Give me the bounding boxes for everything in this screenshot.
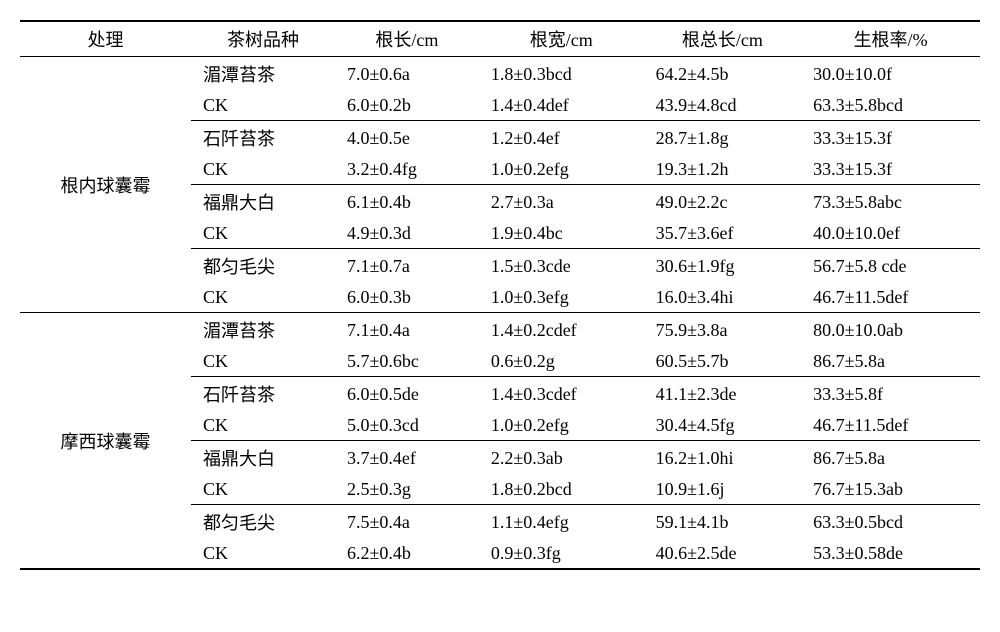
header-rooting-rate: 生根率/% — [801, 21, 980, 57]
total-root-length-cell: 19.3±1.2h — [644, 155, 802, 185]
data-table: 处理 茶树品种 根长/cm 根宽/cm 根总长/cm 生根率/% 根内球囊霉湄潭… — [20, 20, 980, 570]
variety-cell: CK — [191, 475, 335, 505]
root-width-cell: 1.0±0.2efg — [479, 411, 644, 441]
header-variety: 茶树品种 — [191, 21, 335, 57]
root-length-cell: 3.7±0.4ef — [335, 441, 479, 476]
root-length-cell: 7.1±0.4a — [335, 313, 479, 348]
root-width-cell: 0.9±0.3fg — [479, 539, 644, 569]
variety-cell: CK — [191, 155, 335, 185]
total-root-length-cell: 16.0±3.4hi — [644, 283, 802, 313]
variety-cell: CK — [191, 347, 335, 377]
variety-cell: CK — [191, 283, 335, 313]
root-length-cell: 6.1±0.4b — [335, 185, 479, 220]
total-root-length-cell: 60.5±5.7b — [644, 347, 802, 377]
total-root-length-cell: 49.0±2.2c — [644, 185, 802, 220]
root-width-cell: 1.9±0.4bc — [479, 219, 644, 249]
variety-cell: 湄潭苔茶 — [191, 313, 335, 348]
root-length-cell: 2.5±0.3g — [335, 475, 479, 505]
variety-cell: 石阡苔茶 — [191, 121, 335, 156]
root-width-cell: 1.4±0.3cdef — [479, 377, 644, 412]
header-treatment: 处理 — [20, 21, 191, 57]
root-length-cell: 6.0±0.5de — [335, 377, 479, 412]
table-row: 摩西球囊霉湄潭苔茶7.1±0.4a1.4±0.2cdef75.9±3.8a80.… — [20, 313, 980, 348]
root-length-cell: 7.0±0.6a — [335, 57, 479, 92]
total-root-length-cell: 43.9±4.8cd — [644, 91, 802, 121]
rooting-rate-cell: 76.7±15.3ab — [801, 475, 980, 505]
root-length-cell: 6.2±0.4b — [335, 539, 479, 569]
variety-cell: 福鼎大白 — [191, 185, 335, 220]
rooting-rate-cell: 33.3±15.3f — [801, 121, 980, 156]
root-width-cell: 2.7±0.3a — [479, 185, 644, 220]
total-root-length-cell: 41.1±2.3de — [644, 377, 802, 412]
rooting-rate-cell: 33.3±5.8f — [801, 377, 980, 412]
variety-cell: CK — [191, 219, 335, 249]
total-root-length-cell: 16.2±1.0hi — [644, 441, 802, 476]
rooting-rate-cell: 63.3±0.5bcd — [801, 505, 980, 540]
treatment-cell: 摩西球囊霉 — [20, 313, 191, 570]
header-row: 处理 茶树品种 根长/cm 根宽/cm 根总长/cm 生根率/% — [20, 21, 980, 57]
variety-cell: 都匀毛尖 — [191, 505, 335, 540]
rooting-rate-cell: 63.3±5.8bcd — [801, 91, 980, 121]
rooting-rate-cell: 86.7±5.8a — [801, 441, 980, 476]
root-length-cell: 5.7±0.6bc — [335, 347, 479, 377]
rooting-rate-cell: 73.3±5.8abc — [801, 185, 980, 220]
total-root-length-cell: 10.9±1.6j — [644, 475, 802, 505]
root-width-cell: 1.2±0.4ef — [479, 121, 644, 156]
total-root-length-cell: 75.9±3.8a — [644, 313, 802, 348]
root-length-cell: 7.1±0.7a — [335, 249, 479, 284]
treatment-cell: 根内球囊霉 — [20, 57, 191, 313]
rooting-rate-cell: 86.7±5.8a — [801, 347, 980, 377]
root-width-cell: 1.8±0.2bcd — [479, 475, 644, 505]
rooting-rate-cell: 56.7±5.8 cde — [801, 249, 980, 284]
root-width-cell: 1.4±0.2cdef — [479, 313, 644, 348]
root-width-cell: 1.0±0.2efg — [479, 155, 644, 185]
root-width-cell: 1.4±0.4def — [479, 91, 644, 121]
total-root-length-cell: 30.6±1.9fg — [644, 249, 802, 284]
rooting-rate-cell: 40.0±10.0ef — [801, 219, 980, 249]
root-width-cell: 1.1±0.4efg — [479, 505, 644, 540]
total-root-length-cell: 30.4±4.5fg — [644, 411, 802, 441]
variety-cell: 石阡苔茶 — [191, 377, 335, 412]
root-length-cell: 3.2±0.4fg — [335, 155, 479, 185]
root-width-cell: 1.5±0.3cde — [479, 249, 644, 284]
variety-cell: CK — [191, 539, 335, 569]
total-root-length-cell: 35.7±3.6ef — [644, 219, 802, 249]
header-total-root-length: 根总长/cm — [644, 21, 802, 57]
root-length-cell: 4.0±0.5e — [335, 121, 479, 156]
root-width-cell: 1.8±0.3bcd — [479, 57, 644, 92]
variety-cell: 湄潭苔茶 — [191, 57, 335, 92]
variety-cell: CK — [191, 411, 335, 441]
rooting-rate-cell: 53.3±0.58de — [801, 539, 980, 569]
root-width-cell: 1.0±0.3efg — [479, 283, 644, 313]
total-root-length-cell: 40.6±2.5de — [644, 539, 802, 569]
variety-cell: 都匀毛尖 — [191, 249, 335, 284]
rooting-rate-cell: 80.0±10.0ab — [801, 313, 980, 348]
rooting-rate-cell: 33.3±15.3f — [801, 155, 980, 185]
root-length-cell: 5.0±0.3cd — [335, 411, 479, 441]
variety-cell: 福鼎大白 — [191, 441, 335, 476]
root-length-cell: 6.0±0.2b — [335, 91, 479, 121]
root-width-cell: 0.6±0.2g — [479, 347, 644, 377]
total-root-length-cell: 28.7±1.8g — [644, 121, 802, 156]
root-length-cell: 6.0±0.3b — [335, 283, 479, 313]
root-length-cell: 4.9±0.3d — [335, 219, 479, 249]
total-root-length-cell: 59.1±4.1b — [644, 505, 802, 540]
total-root-length-cell: 64.2±4.5b — [644, 57, 802, 92]
rooting-rate-cell: 46.7±11.5def — [801, 283, 980, 313]
header-root-length: 根长/cm — [335, 21, 479, 57]
header-root-width: 根宽/cm — [479, 21, 644, 57]
rooting-rate-cell: 30.0±10.0f — [801, 57, 980, 92]
variety-cell: CK — [191, 91, 335, 121]
rooting-rate-cell: 46.7±11.5def — [801, 411, 980, 441]
root-length-cell: 7.5±0.4a — [335, 505, 479, 540]
table-row: 根内球囊霉湄潭苔茶7.0±0.6a1.8±0.3bcd64.2±4.5b30.0… — [20, 57, 980, 92]
root-width-cell: 2.2±0.3ab — [479, 441, 644, 476]
